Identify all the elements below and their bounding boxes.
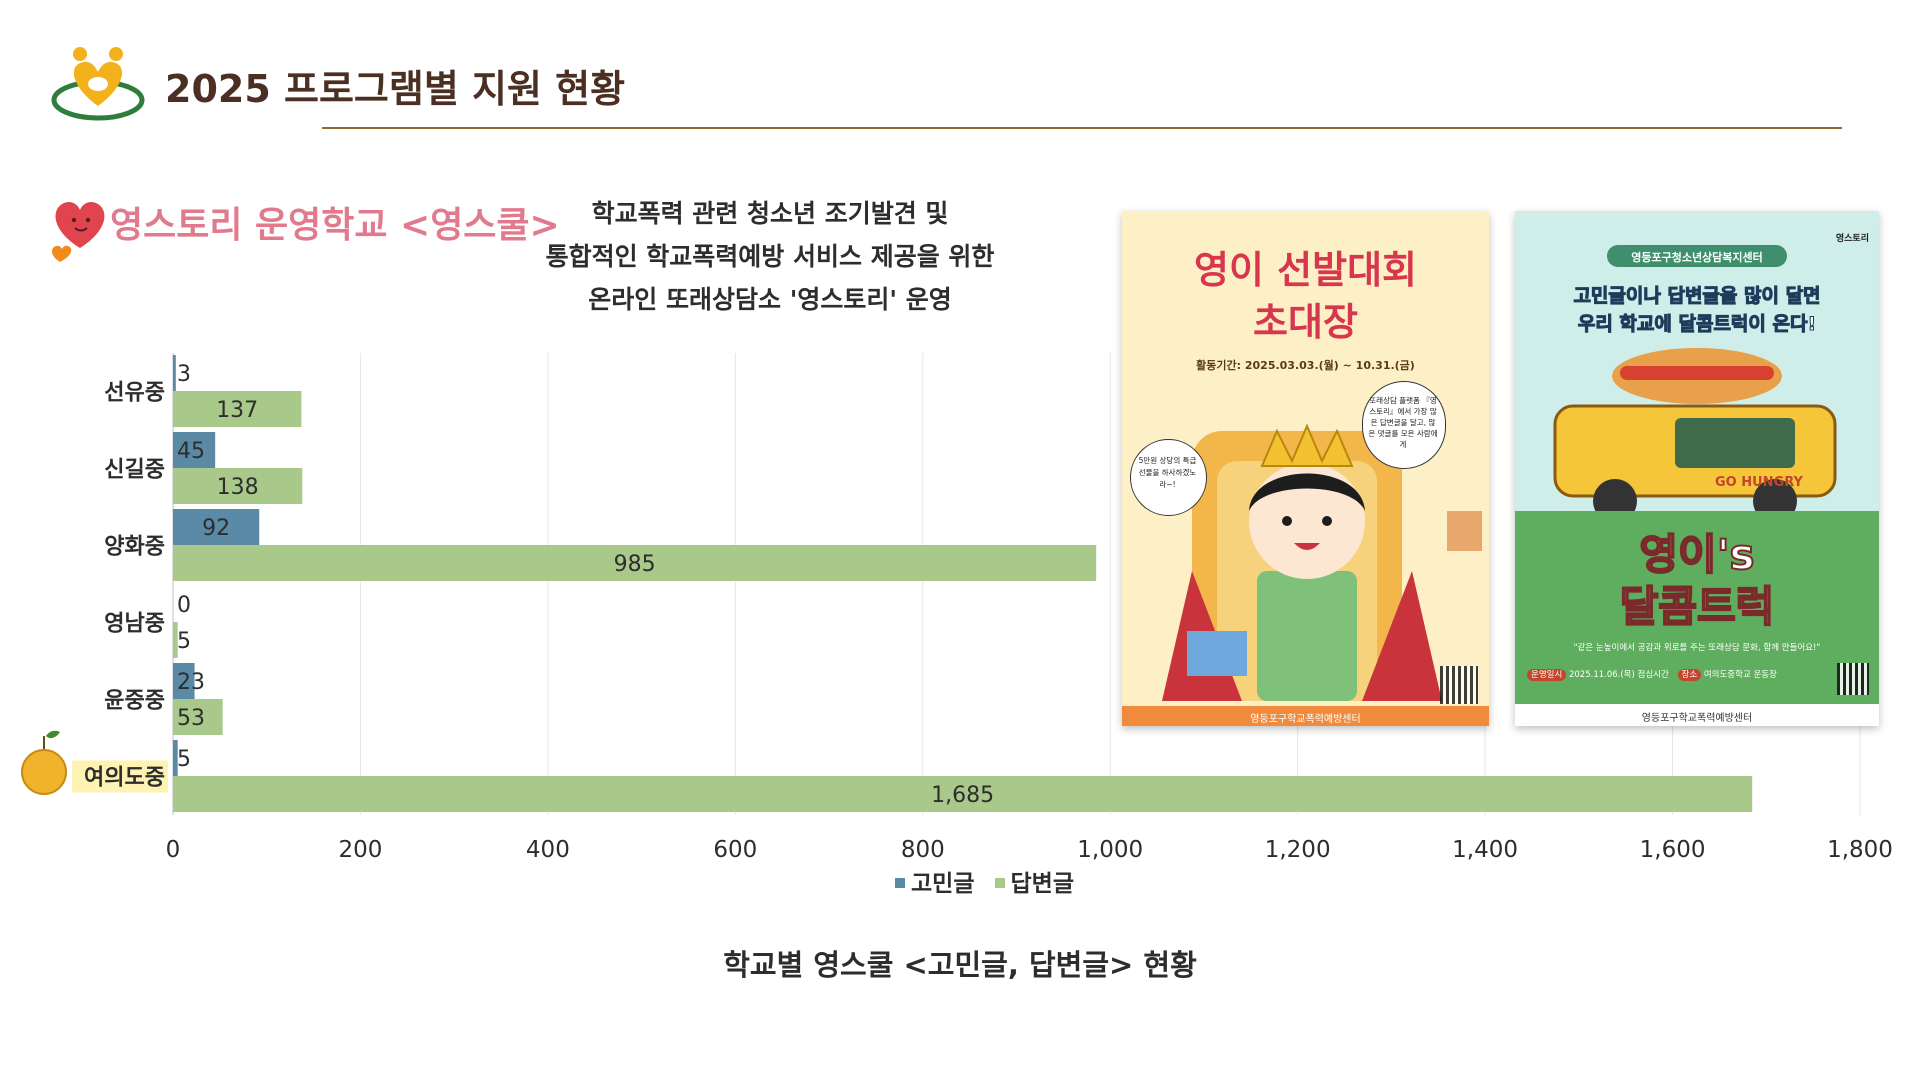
poster-brand: 영스토리 [1835, 234, 1869, 244]
chart-legend: 고민글 답변글 [895, 864, 1086, 898]
chart-bars [173, 355, 1753, 812]
x-tick-label: 0 [166, 837, 181, 863]
x-tick-label: 200 [338, 837, 382, 863]
data-label: 45 [177, 439, 205, 464]
legend-item-reply: 답변글 [994, 871, 1074, 897]
bar-reply [173, 622, 178, 658]
heart-people-logo-icon [51, 47, 145, 121]
place-label: 장소 [1677, 669, 1702, 681]
data-label: 1,685 [931, 783, 994, 808]
speech-text-left: 5만원 상당의 특급선물을 하사하겠노라~! [1138, 456, 1197, 489]
poster-banner-text: 영등포구청소년상담복지센터 [1631, 251, 1763, 264]
poster-period: 활동기간: 2025.03.03.(월) ~ 10.31.(금) [1196, 359, 1415, 372]
truck-text: GO HUNGRY [1715, 475, 1804, 490]
speech-bubble-right [1362, 381, 1446, 469]
bar-worry [173, 355, 176, 391]
speech-bubble-left [1130, 439, 1207, 516]
bar-reply [173, 699, 223, 735]
heart-mascot-icon [48, 186, 110, 268]
category-label: 여의도중 [84, 766, 165, 791]
chart-labels: 0 200 400 600 800 1,000 1,200 1,400 1,600 1,800 선유… [72, 362, 1893, 863]
data-label: 3 [177, 362, 191, 387]
data-label: 5 [177, 629, 191, 654]
bar-reply [173, 776, 1753, 812]
poster-title-2: 달콤트럭 [1619, 581, 1776, 632]
poster-footer-bar [1515, 704, 1879, 726]
bar-reply [173, 391, 302, 427]
bar-reply [173, 545, 1097, 581]
poster-footer: 영등포구학교폭력예방센터 [1641, 713, 1753, 724]
data-label: 985 [614, 552, 656, 577]
category-highlight [72, 760, 168, 793]
x-tick-label: 800 [901, 837, 945, 863]
legend-label-reply: 답변글 [1010, 871, 1074, 897]
poster-title-line1: 영이 선발대회 [1194, 248, 1417, 292]
bar-worry [173, 432, 216, 468]
poster-slogan: "같은 눈높이에서 공감과 위로를 주는 또래상담 문화, 함께 만들어요!" [1573, 643, 1821, 653]
x-tick-label: 400 [526, 837, 570, 863]
qr-code-icon [1837, 663, 1869, 695]
description-line: 학교폭력 관련 청소년 조기발견 및 [591, 199, 949, 228]
data-label: 53 [177, 706, 205, 731]
date-value: 2025.11.06.(목) 점심시간 [1568, 670, 1669, 680]
legend-item-worry: 고민글 [895, 871, 974, 897]
data-label: 0 [177, 593, 191, 618]
poster-banner [1607, 245, 1787, 267]
poster-grass [1515, 511, 1879, 726]
page-title: 2025 프로그램별 지원 현황 [165, 67, 626, 111]
section-title: 영스토리 운영학교 <영스쿨> [110, 205, 560, 246]
description-line: 온라인 또래상담소 '영스토리' 운영 [588, 285, 952, 314]
bar-worry [173, 740, 178, 776]
chart-caption: 학교별 영스쿨 <고민글, 답변글> 현황 [723, 948, 1197, 982]
date-label: 운영일시 [1527, 669, 1567, 681]
legend-swatch-worry [895, 878, 905, 888]
x-tick-label: 600 [713, 837, 757, 863]
category-label: 선유중 [104, 381, 165, 406]
category-label: 신길중 [104, 458, 165, 483]
data-label: 138 [217, 475, 259, 500]
poster-title-1: 영이's [1638, 529, 1755, 580]
food-truck-illustration-icon: GO HUNGRY [1553, 348, 1837, 523]
poster-invitation: 영이 선발대회 초대장 활동기간: 2025.03.03.(월) ~ 10.31… [1122, 211, 1489, 726]
category-label: 윤중중 [104, 689, 165, 714]
orange-fruit-icon [20, 728, 70, 800]
category-label: 양화중 [104, 535, 165, 560]
poster-title-line2: 초대장 [1253, 300, 1358, 344]
logo [50, 42, 146, 122]
speech-text-right: 또래상담 플랫폼 『영스토리』에서 가장 많은 답변글을 달고, 많은 댓글를 … [1368, 396, 1438, 449]
poster-sweet-truck: 영스토리 영등포구청소년상담복지센터 고민글이나 답변글을 많이 달면 우리 학… [1515, 211, 1879, 726]
legend-swatch-reply [994, 878, 1005, 888]
category-label: 영남중 [104, 612, 165, 637]
data-label: 92 [202, 516, 230, 541]
x-tick-label: 1,400 [1452, 837, 1518, 863]
poster-info-row: 운영일시 2025.11.06.(목) 점심시간 장소 여의도중학교 운동장 [1527, 668, 1777, 681]
qr-code-icon [1440, 666, 1478, 704]
section-description: 학교폭력 관련 청소년 조기발견 및 통합적인 학교폭력예방 서비스 제공을 위… [520, 192, 1020, 321]
poster-headline-2: 우리 학교에 달콤트럭이 온다! [1577, 313, 1817, 336]
x-tick-label: 1,600 [1640, 837, 1706, 863]
queen-illustration-icon [1162, 423, 1482, 701]
poster-footer-bar [1122, 706, 1489, 726]
poster-footer: 영등포구학교폭력예방센터 [1250, 714, 1361, 725]
x-tick-label: 1,200 [1265, 837, 1331, 863]
poster-headline-1: 고민글이나 답변글을 많이 달면 [1573, 285, 1821, 308]
description-line: 통합적인 학교폭력예방 서비스 제공을 위한 [545, 242, 995, 271]
header-divider [322, 127, 1842, 129]
bar-worry [173, 663, 195, 699]
bar-worry [173, 509, 260, 545]
legend-label-worry: 고민글 [911, 871, 975, 897]
x-tick-label: 1,000 [1077, 837, 1143, 863]
bar-reply [173, 468, 303, 504]
data-label: 5 [177, 747, 191, 772]
data-label: 23 [177, 670, 205, 695]
place-value: 여의도중학교 운동장 [1703, 670, 1777, 680]
x-tick-label: 1,800 [1827, 837, 1893, 863]
data-label: 137 [216, 398, 258, 423]
